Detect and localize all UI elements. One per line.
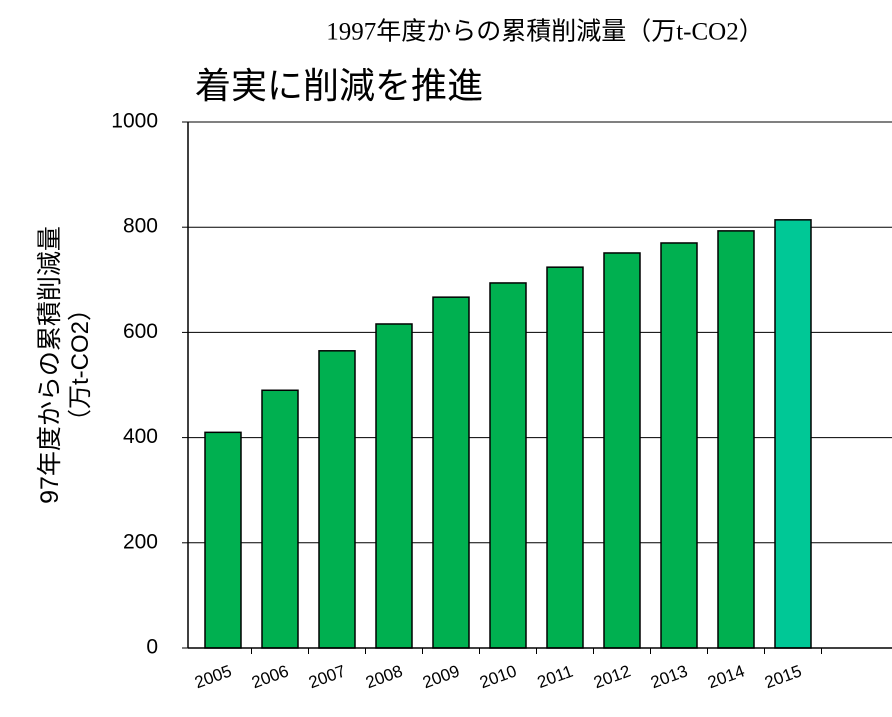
y-tick-label: 200 <box>123 530 158 553</box>
x-tick-label: 2014 <box>705 661 747 692</box>
bar <box>318 350 356 649</box>
bar <box>489 282 527 649</box>
bar <box>375 323 413 649</box>
y-label-line: （万t-CO2） <box>67 297 94 433</box>
bar <box>546 266 584 649</box>
x-tick-label: 2006 <box>249 661 291 692</box>
y-label-line: 97年度からの累積削減量 <box>36 226 64 504</box>
bar <box>717 230 755 649</box>
x-tick-label: 2005 <box>192 661 234 692</box>
bar <box>261 389 299 649</box>
x-tick-label: 2012 <box>591 661 633 692</box>
x-tick-label: 2011 <box>535 662 576 692</box>
x-tick-label: 2008 <box>363 661 405 692</box>
x-tick-label: 2015 <box>762 661 804 692</box>
y-tick-label: 800 <box>123 215 158 238</box>
y-tick-label: 400 <box>123 425 158 448</box>
y-axis-label: 97年度からの累積削減量 （万t-CO2） <box>36 226 94 504</box>
bar <box>603 252 641 649</box>
x-tick-label: 2010 <box>477 661 519 692</box>
x-tick-label: 2007 <box>306 661 348 692</box>
bar <box>660 242 698 649</box>
x-tick-label: 2009 <box>420 661 462 692</box>
bar <box>432 296 470 649</box>
bar <box>774 219 812 649</box>
bar <box>204 431 242 649</box>
chart-subtitle: 着実に削減を推進 <box>195 65 483 106</box>
x-tick-label: 2013 <box>648 661 690 692</box>
chart-title: 1997年度からの累積削減量（万t-CO2） <box>326 18 764 46</box>
y-tick-label: 1000 <box>111 110 158 133</box>
y-tick-label: 600 <box>123 320 158 343</box>
y-tick-label: 0 <box>146 636 158 659</box>
